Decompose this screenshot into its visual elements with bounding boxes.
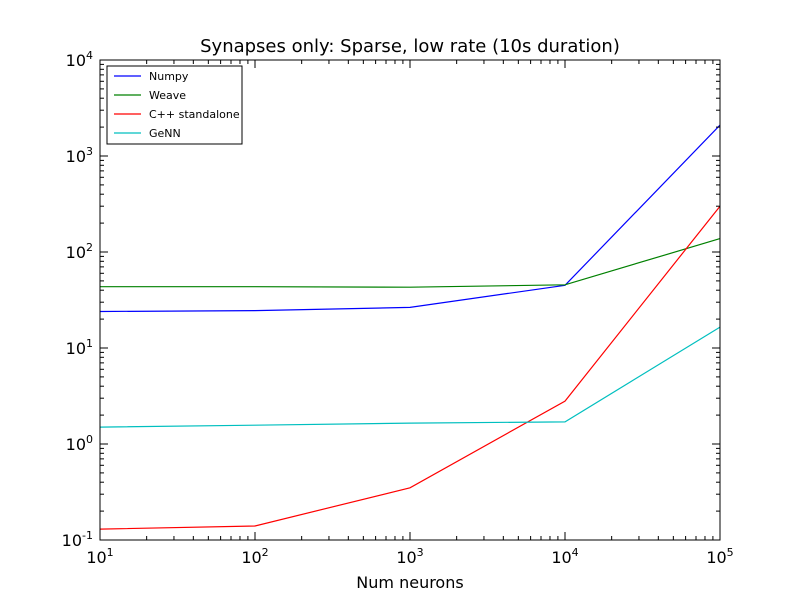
plot-area-frame <box>99 59 721 541</box>
x-tick-label: 102 <box>241 546 268 567</box>
ticks-layer: 101 102 103 104 105 10-1 100 101 102 103 104 <box>62 49 734 567</box>
x-tick-label: 105 <box>706 546 733 567</box>
y-tick-label: 101 <box>66 337 93 358</box>
series-layer <box>99 124 721 530</box>
legend-label: C++ standalone <box>149 108 240 121</box>
y-tick-label: 100 <box>66 433 93 454</box>
series-line-numpy <box>99 124 721 313</box>
series-line-genn <box>99 326 721 428</box>
x-tick-label: 101 <box>86 546 113 567</box>
y-tick-label: 103 <box>66 145 93 166</box>
legend-label: Numpy <box>149 70 189 83</box>
x-tick-label: 103 <box>396 546 423 567</box>
x-tick-label: 104 <box>551 546 578 567</box>
y-tick-label: 104 <box>66 49 93 70</box>
legend-label: GeNN <box>149 127 181 140</box>
chart-title: Synapses only: Sparse, low rate (10s dur… <box>200 36 620 57</box>
y-tick-label: 10-1 <box>62 529 93 550</box>
legend: Numpy Weave C++ standalone GeNN <box>106 65 243 145</box>
legend-box <box>106 65 243 145</box>
legend-label: Weave <box>149 89 186 102</box>
x-axis-label: Num neurons <box>356 573 463 592</box>
series-line-weave <box>100 238 721 288</box>
y-tick-label: 102 <box>66 241 93 262</box>
series-line-c-standalone <box>99 205 721 530</box>
